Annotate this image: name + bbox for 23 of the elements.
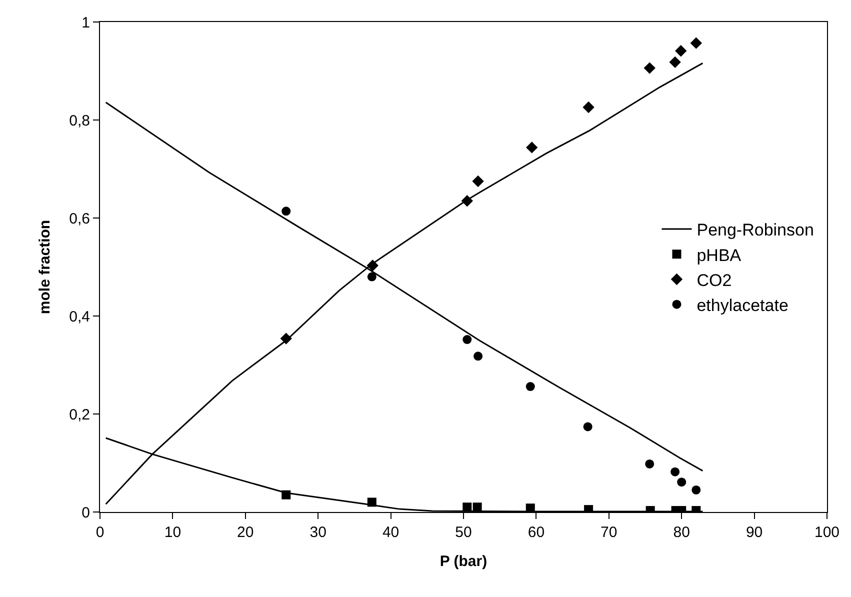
- x-axis-title: P (bar): [440, 553, 488, 570]
- legend-label: pHBA: [696, 246, 742, 265]
- x-tick-label: 90: [746, 524, 763, 541]
- x-tick-label: 30: [310, 524, 326, 541]
- y-tick-label: 1: [82, 14, 90, 32]
- y-axis-title: mole fraction: [36, 220, 54, 314]
- y-tick-label: 0,4: [69, 308, 90, 326]
- legend-label: Peng-Robinson: [696, 220, 814, 240]
- legend-label: CO2: [696, 270, 732, 290]
- x-tick-label: 80: [673, 524, 690, 541]
- x-tick-label: 10: [164, 524, 182, 541]
- y-tick-label: 0,2: [69, 406, 90, 424]
- x-tick-label: 40: [382, 524, 400, 541]
- x-tick-label: 100: [814, 524, 840, 541]
- y-tick-label: 0: [82, 504, 90, 522]
- x-tick-label: 70: [600, 524, 618, 541]
- legend-label: ethylacetate: [696, 296, 788, 315]
- x-tick-label: 20: [237, 524, 254, 541]
- x-tick-label: 0: [96, 524, 104, 541]
- y-tick-label: 0,8: [69, 112, 90, 130]
- y-tick-label: 0,6: [69, 210, 90, 228]
- x-tick-label: 60: [528, 524, 545, 541]
- x-tick-label: 50: [455, 524, 472, 541]
